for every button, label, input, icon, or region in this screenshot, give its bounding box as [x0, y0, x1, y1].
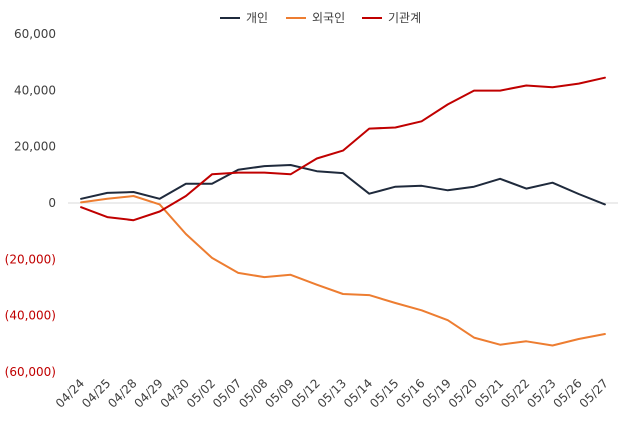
- x-tick-label: 04/30: [158, 376, 192, 410]
- y-tick-label: 60,000: [14, 27, 56, 41]
- x-tick-label: 05/19: [420, 376, 454, 410]
- x-tick-label: 05/02: [184, 376, 218, 410]
- y-axis: 60,000 40,000 20,000 0 (20,000) (40,000) (60,0…: [5, 27, 56, 379]
- x-tick-label: 04/25: [79, 376, 113, 410]
- x-tick-label: 05/23: [524, 376, 558, 410]
- series-layer: [80, 76, 606, 347]
- y-tick-label: (60,000): [5, 365, 56, 379]
- x-tick-label: 05/22: [498, 376, 532, 410]
- x-tick-label: 05/09: [262, 376, 296, 410]
- x-tick-label: 05/16: [393, 376, 427, 410]
- legend: 개인 외국인 기관계: [220, 11, 421, 25]
- x-tick-label: 05/26: [550, 376, 584, 410]
- y-tick-label: 20,000: [14, 140, 56, 154]
- x-tick-label: 05/27: [577, 376, 611, 410]
- y-tick-label: 40,000: [14, 83, 56, 97]
- x-tick-label: 05/07: [210, 376, 244, 410]
- x-tick-label: 05/12: [289, 376, 323, 410]
- x-tick-label: 05/20: [446, 376, 480, 410]
- x-tick-label: 05/21: [472, 376, 506, 410]
- series-line-2: [80, 76, 606, 222]
- x-axis: 04/2404/2504/2804/2904/3005/0205/0705/08…: [53, 376, 611, 410]
- x-tick-label: 05/13: [315, 376, 349, 410]
- y-tick-label: (40,000): [5, 309, 56, 323]
- legend-label: 외국인: [312, 11, 345, 25]
- x-tick-label: 05/08: [236, 376, 270, 410]
- x-tick-label: 05/14: [341, 376, 375, 410]
- x-tick-label: 04/28: [105, 376, 139, 410]
- legend-label: 개인: [246, 11, 268, 25]
- legend-label: 기관계: [388, 11, 421, 25]
- series-line-1: [80, 195, 606, 347]
- series-line-0: [80, 164, 606, 206]
- x-tick-label: 05/15: [367, 376, 401, 410]
- x-tick-label: 04/29: [131, 376, 165, 410]
- y-tick-label: 0: [48, 196, 56, 210]
- y-tick-label: (20,000): [5, 252, 56, 266]
- x-tick-label: 04/24: [53, 376, 87, 410]
